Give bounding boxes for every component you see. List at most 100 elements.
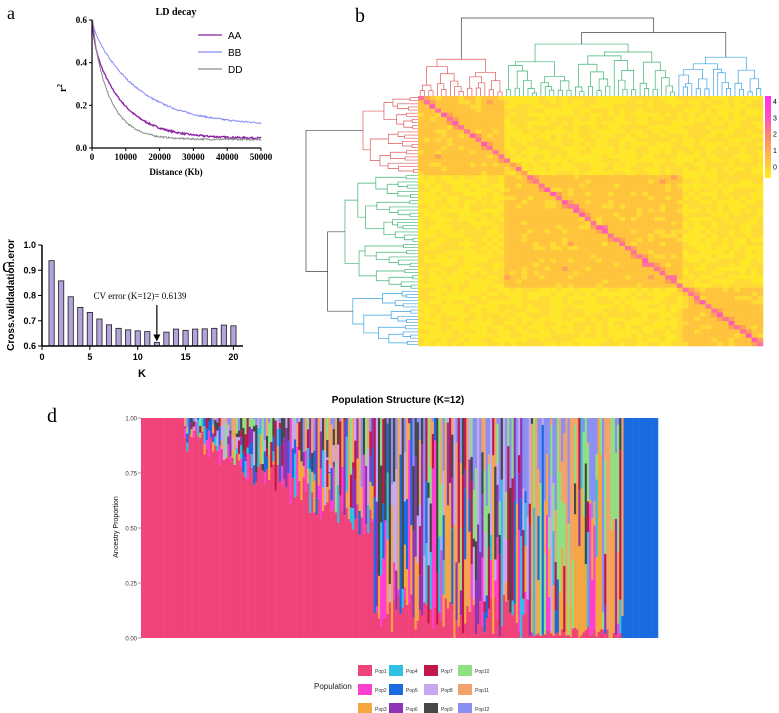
heatmap-cell bbox=[745, 150, 752, 155]
heatmap-cell bbox=[510, 287, 517, 293]
heatmap-cell bbox=[682, 221, 689, 226]
heatmap-cell bbox=[475, 304, 482, 309]
heatmap-cell bbox=[722, 150, 729, 155]
heatmap-cell bbox=[751, 179, 758, 184]
heatmap-cell bbox=[469, 171, 476, 176]
ancestry-segment bbox=[225, 418, 228, 424]
ancestry-segment bbox=[539, 635, 542, 638]
heatmap-cell bbox=[527, 279, 534, 284]
heatmap-cell bbox=[452, 233, 459, 238]
dendrogram-branch bbox=[725, 88, 732, 96]
heatmap-cell bbox=[498, 146, 505, 151]
heatmap-cell bbox=[728, 208, 735, 213]
heatmap-cell bbox=[441, 321, 448, 326]
heatmap-cell bbox=[561, 104, 568, 109]
heatmap-cell bbox=[567, 254, 574, 259]
heatmap-cell bbox=[527, 304, 534, 309]
heatmap-cell bbox=[688, 216, 695, 222]
ancestry-segment bbox=[272, 464, 275, 638]
heatmap-cell bbox=[418, 141, 425, 147]
heatmap-cell bbox=[613, 283, 620, 288]
ancestry-segment bbox=[571, 418, 575, 560]
heatmap-cell bbox=[452, 100, 459, 105]
heatmap-cell bbox=[481, 296, 488, 301]
heatmap-cell bbox=[573, 337, 580, 343]
heatmap-cell bbox=[435, 271, 442, 276]
dendrogram-branch bbox=[409, 97, 418, 102]
dendrogram-branch bbox=[419, 90, 425, 96]
ancestry-segment bbox=[386, 472, 389, 540]
ancestry-segment bbox=[225, 458, 228, 638]
heatmap-cell bbox=[429, 200, 436, 205]
heatmap-cell bbox=[487, 300, 494, 305]
heatmap-cell bbox=[694, 275, 701, 280]
heatmap-cell bbox=[492, 308, 499, 313]
heatmap-cell bbox=[705, 283, 712, 288]
heatmap-cell bbox=[510, 316, 517, 322]
ancestry-segment bbox=[561, 547, 564, 630]
ancestry-segment bbox=[265, 469, 269, 638]
heatmap-cell bbox=[688, 191, 695, 197]
heatmap-cell bbox=[498, 341, 505, 347]
ancestry-segment bbox=[328, 471, 331, 474]
heatmap-cell bbox=[648, 187, 655, 193]
ancestry-segment bbox=[227, 418, 230, 425]
heatmap-cell bbox=[694, 141, 701, 147]
heatmap-cell bbox=[613, 175, 620, 180]
heatmap-cell bbox=[740, 300, 747, 305]
ancestry-segment bbox=[446, 505, 450, 609]
heatmap-cell bbox=[625, 262, 632, 268]
heatmap-cell bbox=[659, 325, 666, 330]
heatmap-cell bbox=[579, 154, 586, 159]
dendrogram-branch bbox=[344, 199, 360, 264]
heatmap-cell bbox=[521, 112, 528, 118]
heatmap-cell bbox=[671, 312, 678, 318]
heatmap-cell bbox=[613, 279, 620, 284]
heatmap-cell bbox=[579, 283, 586, 288]
heatmap-cell bbox=[602, 212, 609, 218]
heatmap-cell bbox=[487, 121, 494, 126]
dendrogram-branch bbox=[566, 90, 572, 96]
heatmap-cell bbox=[469, 300, 476, 305]
heatmap-cell bbox=[734, 329, 741, 334]
cv-error-x-label: K bbox=[138, 368, 146, 380]
heatmap-cell bbox=[423, 200, 430, 205]
heatmap-cell bbox=[745, 237, 752, 243]
ancestry-segment bbox=[354, 440, 357, 480]
heatmap-cell bbox=[625, 275, 632, 280]
heatmap-cell bbox=[475, 200, 482, 205]
ancestry-segment bbox=[216, 422, 219, 431]
heatmap-cell bbox=[544, 208, 551, 213]
heatmap-cell bbox=[469, 271, 476, 276]
ancestry-segment bbox=[313, 512, 316, 638]
heatmap-cell bbox=[510, 262, 517, 268]
heatmap-cell bbox=[694, 316, 701, 322]
heatmap-cell bbox=[613, 104, 620, 109]
heatmap-cell bbox=[573, 108, 580, 113]
heatmap-cell bbox=[492, 337, 499, 343]
heatmap-cell bbox=[584, 271, 591, 276]
heatmap-cell bbox=[642, 233, 649, 238]
heatmap-cell bbox=[418, 308, 425, 313]
heatmap-cell bbox=[441, 166, 448, 172]
heatmap-cell bbox=[458, 162, 465, 168]
heatmap-cell bbox=[498, 137, 505, 143]
cv-error-bar-k4 bbox=[77, 306, 84, 347]
ancestry-segment bbox=[610, 530, 614, 638]
heatmap-cell bbox=[492, 216, 499, 222]
heatmap-cell bbox=[676, 166, 683, 172]
heatmap-cell bbox=[619, 325, 626, 330]
heatmap-cell bbox=[676, 158, 683, 163]
heatmap-cell bbox=[648, 308, 655, 313]
heatmap-cell bbox=[590, 187, 597, 193]
heatmap-cell bbox=[441, 283, 448, 288]
heatmap-cell bbox=[435, 275, 442, 280]
ancestry-segment bbox=[375, 606, 379, 612]
heatmap-cell bbox=[648, 337, 655, 343]
heatmap-cell bbox=[665, 204, 672, 209]
ancestry-segment bbox=[380, 465, 383, 523]
ld-decay-legend-label-AA: AA bbox=[228, 31, 242, 42]
heatmap-cell bbox=[653, 141, 660, 147]
heatmap-cell bbox=[533, 129, 540, 134]
heatmap-cell bbox=[619, 108, 626, 113]
